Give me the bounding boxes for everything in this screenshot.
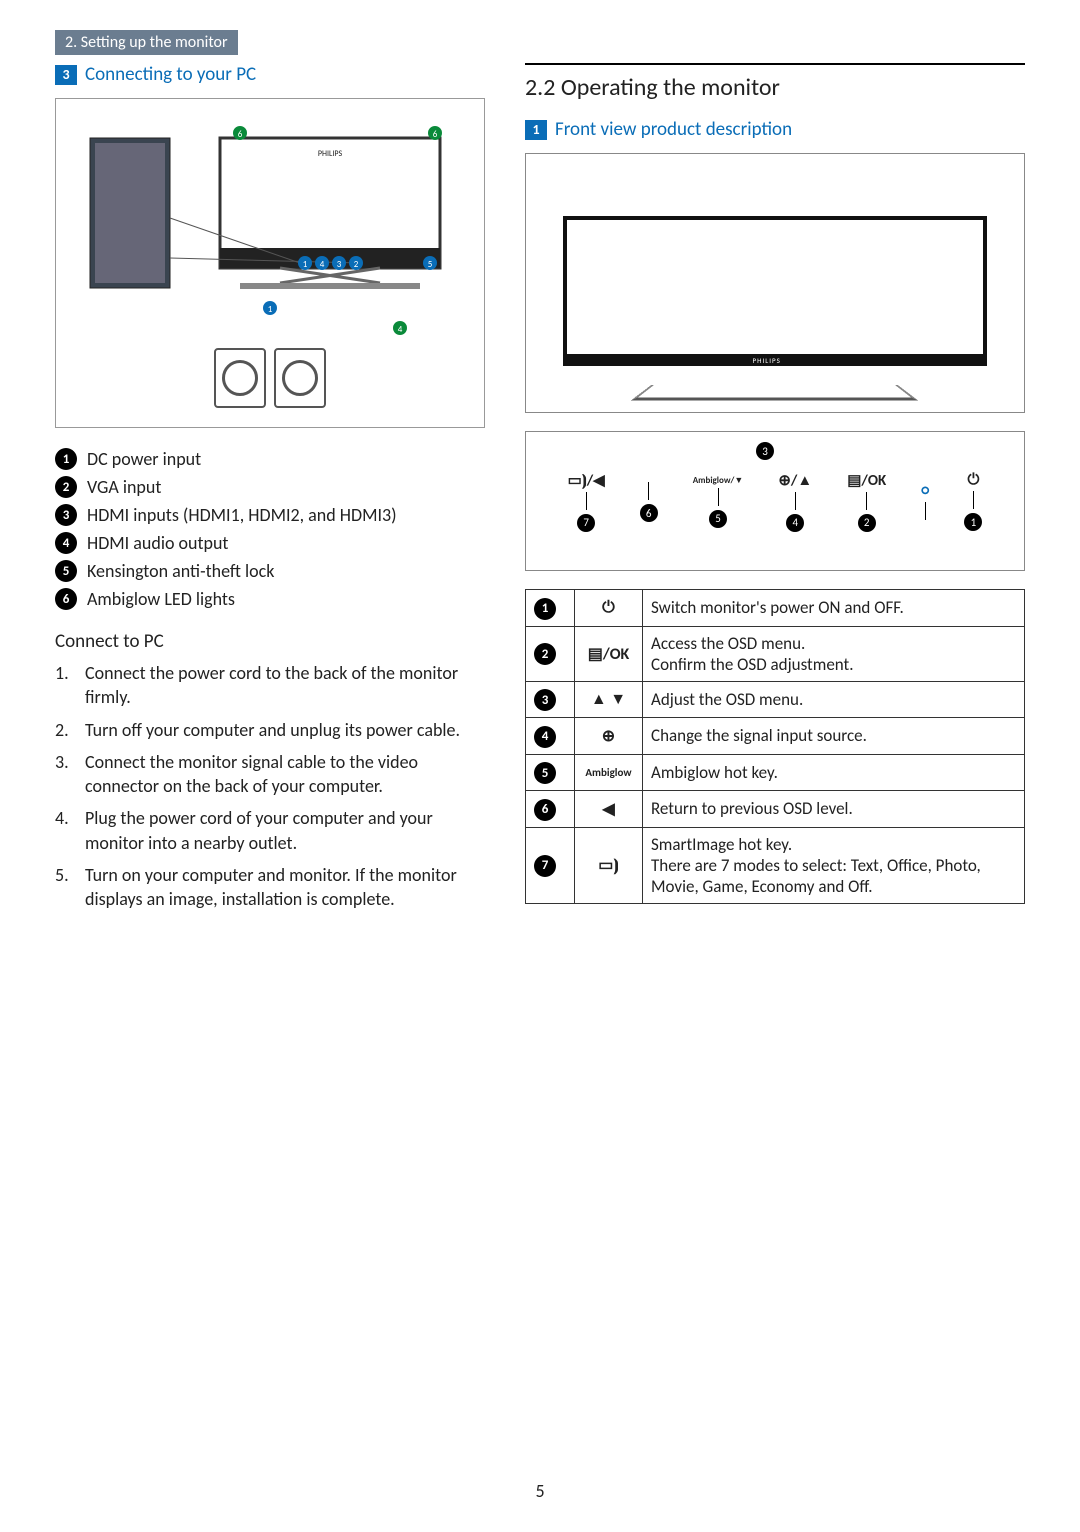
step1-heading: 1 Front view product description: [525, 118, 1025, 141]
button-diagram-item: ⊕/▲4: [778, 471, 812, 532]
table-row: 7▭⦘SmartImage hot key. There are 7 modes…: [526, 827, 1025, 903]
page-number: 5: [535, 1480, 544, 1502]
svg-text:5: 5: [428, 259, 433, 270]
button-diagram-item: ▭⦘/◀7: [568, 471, 605, 532]
connect-subhead: Connect to PC: [55, 630, 485, 653]
button-top-marker: 3: [756, 442, 774, 460]
step1-num: 1: [525, 120, 547, 140]
table-row: 4⊕Change the signal input source.: [526, 718, 1025, 755]
legend-item: 4HDMI audio output: [55, 532, 485, 554]
legend-item: 1DC power input: [55, 448, 485, 470]
svg-text:4: 4: [320, 259, 325, 270]
connect-steps: Connect the power cord to the back of th…: [55, 661, 485, 912]
legend-item: 5Kensington anti-theft lock: [55, 560, 485, 582]
table-row: 1⏻Switch monitor's power ON and OFF.: [526, 590, 1025, 627]
connector-legend: 1DC power input 2VGA input 3HDMI inputs (H…: [55, 448, 485, 610]
legend-item: 2VGA input: [55, 476, 485, 498]
button-diagram-item: 6: [640, 480, 658, 522]
breadcrumb: 2. Setting up the monitor: [55, 30, 238, 55]
button-diagram-item: Ambiglow/▼5: [693, 475, 744, 528]
step-item: Connect the power cord to the back of th…: [55, 661, 485, 710]
button-diagram-item: ○: [921, 482, 929, 520]
step-item: Turn on your computer and monitor. If th…: [55, 863, 485, 912]
step3-title: Connecting to your PC: [85, 63, 256, 86]
function-table: 1⏻Switch monitor's power ON and OFF.2▤/O…: [525, 589, 1025, 904]
section-2-2-title: 2.2 Operating the monitor: [525, 63, 1025, 106]
button-diagram-item: ▤/OK2: [847, 471, 886, 532]
svg-text:1: 1: [303, 259, 308, 270]
table-row: 6◀Return to previous OSD level.: [526, 791, 1025, 828]
speakers-graphic: [214, 348, 326, 408]
svg-text:3: 3: [337, 259, 342, 270]
legend-item: 6Ambiglow LED lights: [55, 588, 485, 610]
step3-heading: 3 Connecting to your PC: [55, 63, 485, 86]
svg-text:PHILIPS: PHILIPS: [318, 149, 343, 159]
table-row: 2▤/OKAccess the OSD menu. Confirm the OS…: [526, 626, 1025, 681]
front-view-figure: PHILIPS: [525, 153, 1025, 413]
table-row: 5AmbiglowAmbiglow hot key.: [526, 754, 1025, 791]
table-row: 3▲ ▼Adjust the OSD menu.: [526, 681, 1025, 718]
step3-num: 3: [55, 65, 77, 85]
button-layout-diagram: 3 ▭⦘/◀7 6 Ambiglow/▼5 ⊕/▲4 ▤/OK2 ○ ⏻1: [525, 431, 1025, 571]
svg-text:6: 6: [238, 129, 243, 140]
step-item: Turn off your computer and unplug its po…: [55, 718, 485, 742]
svg-text:1: 1: [268, 304, 273, 315]
button-diagram-item: ⏻1: [964, 471, 982, 531]
step-item: Plug the power cord of your computer and…: [55, 806, 485, 855]
svg-text:2: 2: [354, 259, 359, 270]
svg-text:6: 6: [433, 129, 438, 140]
legend-item: 3HDMI inputs (HDMI1, HDMI2, and HDMI3): [55, 504, 485, 526]
svg-text:4: 4: [398, 324, 403, 335]
connection-diagram: PHILIPS 1 4 3 2 5 6 6 1 4: [55, 98, 485, 428]
step1-title: Front view product description: [555, 118, 792, 141]
monitor-brand: PHILIPS: [753, 356, 781, 365]
step-item: Connect the monitor signal cable to the …: [55, 750, 485, 799]
